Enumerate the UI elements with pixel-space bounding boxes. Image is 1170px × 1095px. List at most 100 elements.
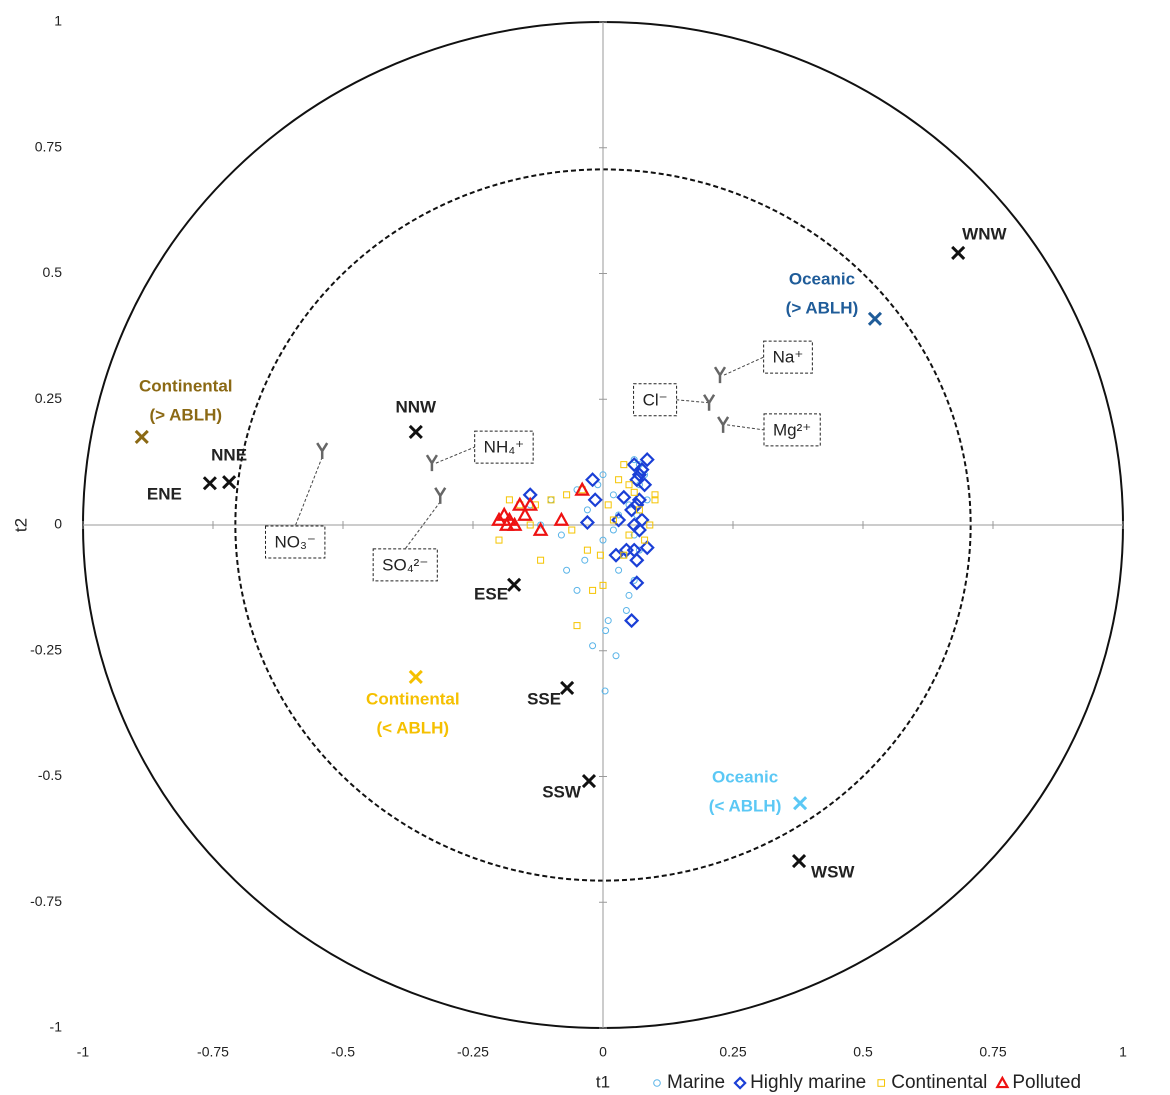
data-point <box>537 556 545 564</box>
data-point <box>573 622 581 630</box>
x-tick-label: -0.25 <box>457 1044 489 1060</box>
variable-marker <box>434 487 447 504</box>
data-point <box>631 522 647 538</box>
data-point <box>629 575 645 591</box>
variable-box <box>633 383 678 417</box>
data-point <box>585 472 601 488</box>
group-label: Continental <box>366 689 460 708</box>
group-label: (> ABLH) <box>149 405 222 424</box>
x-tick-label: 0.25 <box>719 1044 746 1060</box>
data-point <box>505 496 513 504</box>
direction-label: NNE <box>211 446 247 465</box>
x-axis-title: t1 <box>596 1072 610 1091</box>
direction-label: NNW <box>395 397 437 416</box>
data-point <box>563 566 571 574</box>
data-point <box>624 613 640 629</box>
data-point <box>563 491 571 499</box>
data-point <box>587 492 603 508</box>
data-point <box>624 502 640 518</box>
direction-marker <box>507 577 522 592</box>
data-point <box>599 536 607 544</box>
data-point <box>583 506 591 514</box>
variable-label: Cl⁻ <box>643 390 668 409</box>
variable-label: Mg²⁺ <box>773 420 811 439</box>
data-point <box>581 556 589 564</box>
direction-marker <box>560 680 575 696</box>
data-point <box>526 521 534 529</box>
leader-line <box>727 424 765 431</box>
data-point <box>626 457 642 473</box>
group-label: (< ABLH) <box>709 797 782 816</box>
data-point <box>498 516 515 531</box>
data-point <box>599 471 607 479</box>
data-point <box>641 536 649 544</box>
data-point <box>506 516 523 531</box>
direction-label: SSW <box>542 783 582 802</box>
data-point <box>630 576 638 584</box>
x-tick-label: -1 <box>77 1044 90 1060</box>
data-point <box>635 506 643 514</box>
data-point <box>547 496 555 504</box>
data-point <box>511 496 528 511</box>
data-point <box>651 496 659 504</box>
data-point <box>573 586 581 594</box>
data-point <box>646 521 654 529</box>
variable-label: NO₃⁻ <box>274 533 315 552</box>
data-point <box>532 521 549 536</box>
variable-marker <box>316 442 329 460</box>
y-tick-label: 0.5 <box>43 264 63 280</box>
y-tick-label: 0.75 <box>35 138 62 154</box>
data-point <box>496 506 513 521</box>
direction-label: WSW <box>811 862 855 881</box>
data-point <box>608 547 624 563</box>
y-tick-label: -0.75 <box>30 893 62 909</box>
data-point <box>629 472 645 488</box>
group-label: Oceanic <box>712 768 778 787</box>
direction-marker <box>408 424 423 440</box>
data-point <box>583 546 591 554</box>
data-point <box>547 496 555 504</box>
legend: Marine Highly marine Continental Polluted <box>653 1072 1081 1093</box>
data-point <box>615 476 623 484</box>
variable-label: NH₄⁺ <box>484 438 524 457</box>
data-point <box>604 617 612 625</box>
data-point <box>517 506 533 521</box>
leader-line <box>723 356 764 376</box>
data-point <box>495 536 503 544</box>
data-point <box>522 496 539 511</box>
direction-marker <box>951 245 966 260</box>
leader-line <box>294 456 323 527</box>
data-point <box>639 452 655 468</box>
group-label: Oceanic <box>789 269 855 288</box>
variable-box <box>763 340 813 374</box>
legend-label: Polluted <box>1012 1072 1081 1093</box>
direction-label: ESE <box>474 584 508 603</box>
variable-label: Na⁺ <box>773 348 804 367</box>
data-point <box>620 461 628 469</box>
legend-marker <box>995 1075 1010 1089</box>
x-tick-label: 0.5 <box>853 1044 873 1060</box>
data-point <box>596 551 604 559</box>
data-point <box>557 531 565 539</box>
group-label: (> ABLH) <box>786 298 859 317</box>
data-point <box>589 586 597 594</box>
legend-marker <box>877 1079 886 1087</box>
direction-marker <box>202 476 217 491</box>
y-tick-label: -0.25 <box>30 641 62 657</box>
data-point <box>568 526 576 534</box>
data-point <box>553 511 570 526</box>
y-tick-label: 0 <box>54 516 62 532</box>
variable-marker <box>713 366 727 384</box>
data-point <box>612 652 620 660</box>
data-point <box>629 552 645 568</box>
y-axis-title: t2 <box>11 518 30 532</box>
y-tick-label: -1 <box>50 1019 63 1035</box>
data-point <box>615 566 623 574</box>
legend-marker <box>733 1076 747 1090</box>
variable-marker <box>717 416 730 433</box>
group-label: (< ABLH) <box>377 718 450 737</box>
variable-marker <box>425 454 438 472</box>
y-tick-label: 0.25 <box>35 390 62 406</box>
data-point <box>625 531 633 539</box>
data-point <box>625 481 633 489</box>
